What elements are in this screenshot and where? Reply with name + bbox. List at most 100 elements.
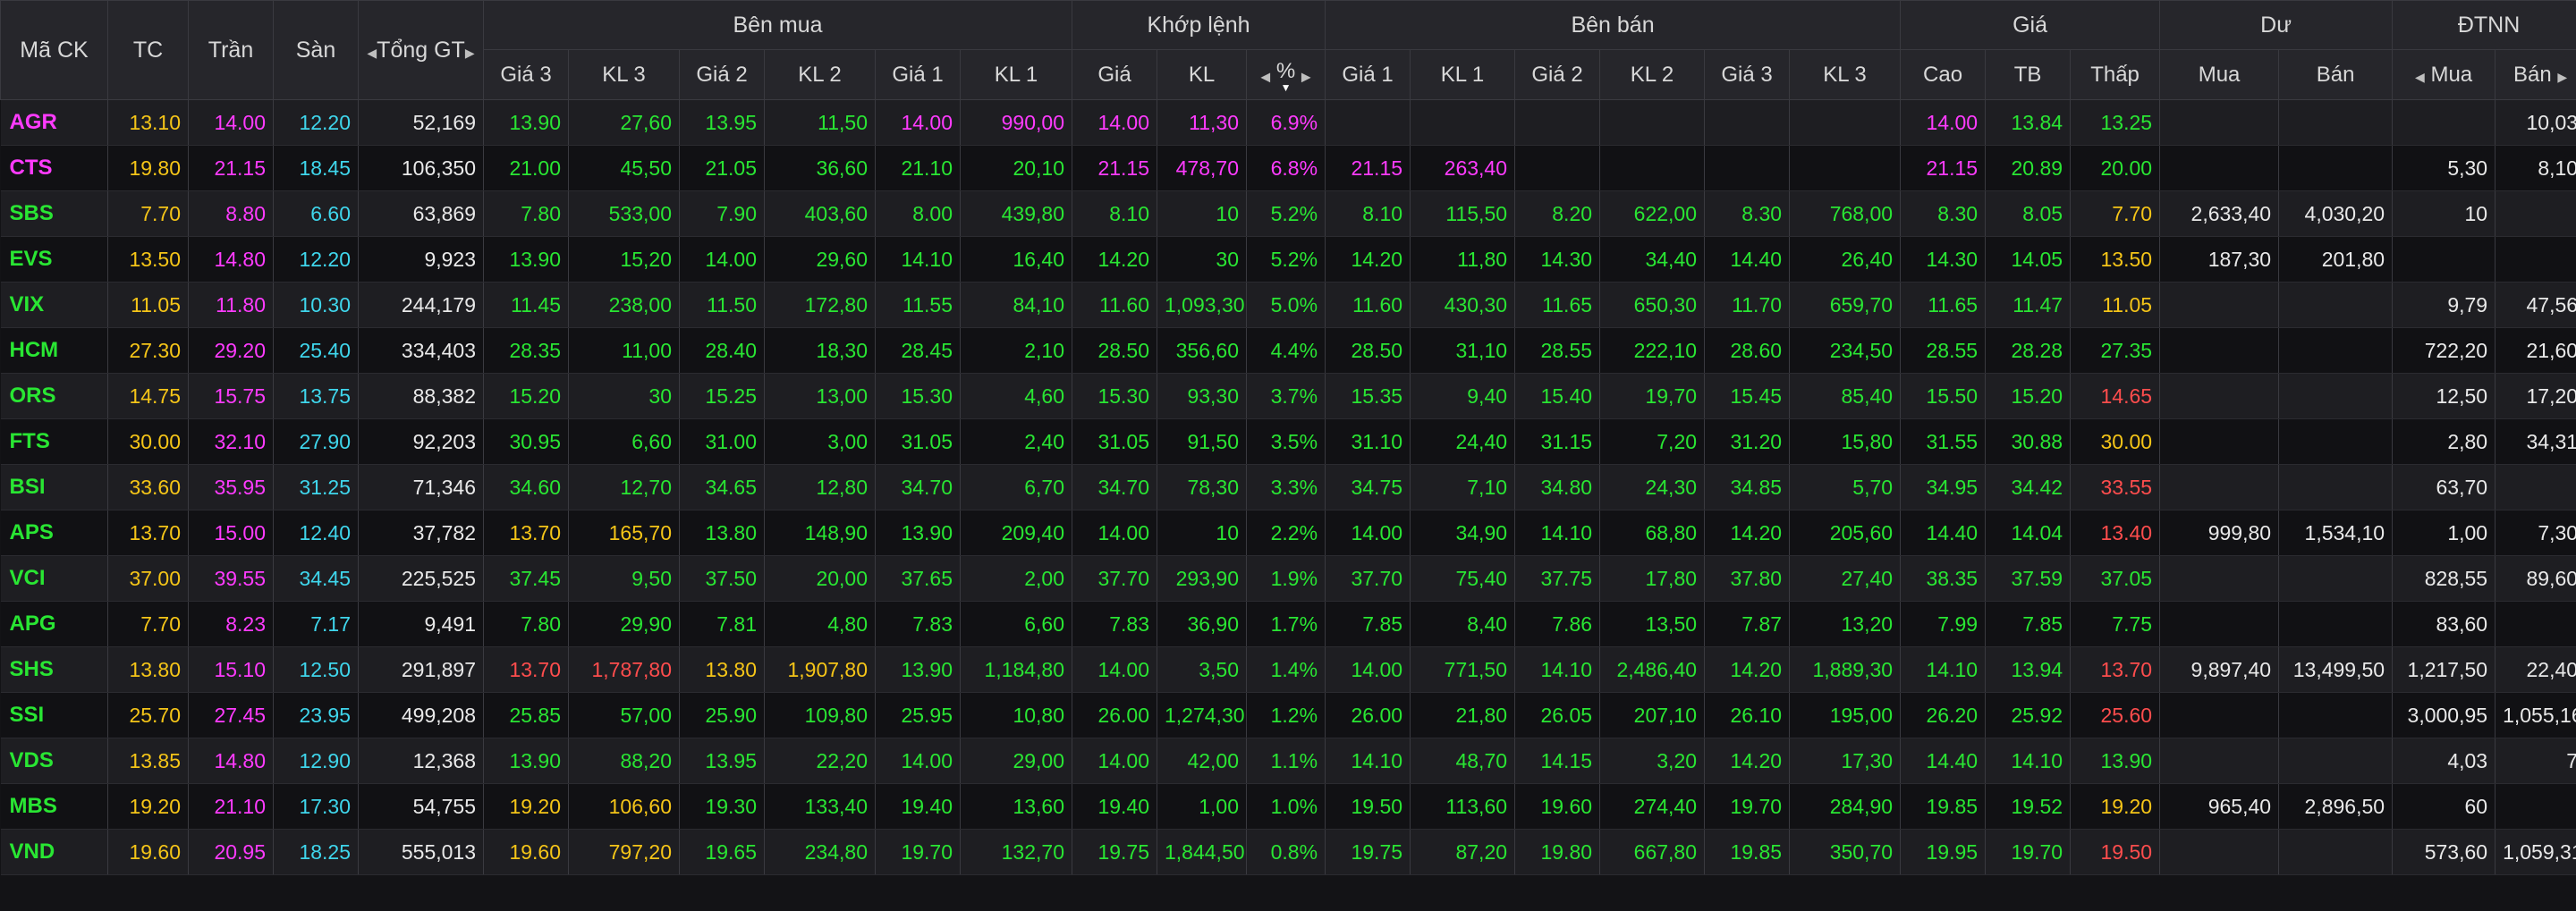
table-row[interactable]: FTS 30.00 32.10 27.90 92,203 30.95 6,60 31.00 3,… <box>0 418 2576 465</box>
scroll-right-icon[interactable]: ▶ <box>2557 69 2568 84</box>
cell-symbol[interactable]: APG <box>0 601 108 647</box>
header-avol2[interactable]: KL 2 <box>1599 49 1706 100</box>
cell-symbol[interactable]: MBS <box>0 783 108 830</box>
cell-total-value: 334,403 <box>358 327 484 374</box>
header-bid1[interactable]: Giá 1 <box>875 49 961 100</box>
table-row[interactable]: APS 13.70 15.00 12.40 37,782 13.70 165,70 13.80… <box>0 510 2576 556</box>
cell-symbol[interactable]: EVS <box>0 236 108 283</box>
header-avol3[interactable]: KL 3 <box>1789 49 1902 100</box>
cell-symbol[interactable]: ORS <box>0 373 108 419</box>
table-row[interactable]: CTS 19.80 21.15 18.45 106,350 21.00 45,50 21.05… <box>0 145 2576 191</box>
table-row[interactable]: HCM 27.30 29.20 25.40 334,403 28.35 11,00 28.40… <box>0 327 2576 374</box>
cell-total-value: 52,169 <box>358 99 484 146</box>
sort-desc-icon[interactable]: ▼ <box>1280 80 1292 94</box>
header-high[interactable]: Cao <box>1900 49 1987 100</box>
cell-bvol3: 88,20 <box>568 738 680 784</box>
header-bid3[interactable]: Giá 3 <box>483 49 569 100</box>
header-foreign-sell[interactable]: Bán ▶ <box>2495 49 2576 100</box>
cell-symbol[interactable]: BSI <box>0 464 108 510</box>
table-row[interactable]: MBS 19.20 21.10 17.30 54,755 19.20 106,60 19.30… <box>0 783 2576 830</box>
header-match-vol[interactable]: KL <box>1157 49 1247 100</box>
cell-bvol1: 1,184,80 <box>960 646 1072 693</box>
scroll-left-icon[interactable]: ◀ <box>1260 68 1271 83</box>
cell-symbol[interactable]: VCI <box>0 555 108 602</box>
header-floor[interactable]: Sàn <box>273 0 359 100</box>
cell-low: 13.70 <box>2070 646 2161 693</box>
cell-symbol[interactable]: SBS <box>0 190 108 237</box>
cell-symbol[interactable]: AGR <box>0 99 108 146</box>
cell-high: 38.35 <box>1900 555 1987 602</box>
header-ceil[interactable]: Trần <box>188 0 274 100</box>
header-low[interactable]: Thấp <box>2070 49 2161 100</box>
cell-match-vol: 1,093,30 <box>1157 282 1247 328</box>
header-foreign-buy[interactable]: ◀ Mua <box>2392 49 2496 100</box>
cell-high: 14.00 <box>1900 99 1987 146</box>
scroll-right-icon[interactable]: ▶ <box>464 45 475 60</box>
cell-floor: 13.75 <box>273 373 359 419</box>
table-row[interactable]: SHS 13.80 15.10 12.50 291,897 13.70 1,787,80 13… <box>0 646 2576 693</box>
table-row[interactable]: SSI 25.70 27.45 23.95 499,208 25.85 57,00 25.90… <box>0 692 2576 738</box>
cell-symbol[interactable]: VDS <box>0 738 108 784</box>
cell-avol2: 274,40 <box>1599 783 1706 830</box>
scroll-left-icon[interactable]: ◀ <box>367 45 377 60</box>
cell-remain-sell <box>2278 555 2394 602</box>
header-remain-sell[interactable]: Bán <box>2278 49 2394 100</box>
table-row[interactable]: BSI 33.60 35.95 31.25 71,346 34.60 12,70 34.65 1… <box>0 464 2576 510</box>
table-row[interactable]: VDS 13.85 14.80 12.90 12,368 13.90 88,20 13.95 2… <box>0 738 2576 784</box>
header-bvol3[interactable]: KL 3 <box>568 49 680 100</box>
cell-ask1: 21.15 <box>1325 145 1411 191</box>
cell-high: 14.40 <box>1900 738 1987 784</box>
table-row[interactable]: VIX 11.05 11.80 10.30 244,179 11.45 238,00 11.5… <box>0 282 2576 328</box>
scroll-right-icon[interactable]: ▶ <box>1301 68 1311 83</box>
cell-bvol1: 990,00 <box>960 99 1072 146</box>
header-bid2[interactable]: Giá 2 <box>679 49 765 100</box>
cell-bvol3: 12,70 <box>568 464 680 510</box>
cell-symbol[interactable]: HCM <box>0 327 108 374</box>
table-row[interactable]: VCI 37.00 39.55 34.45 225,525 37.45 9,50 37.50 2… <box>0 555 2576 602</box>
cell-symbol[interactable]: VIX <box>0 282 108 328</box>
cell-floor: 12.40 <box>273 510 359 556</box>
cell-bvol3: 9,50 <box>568 555 680 602</box>
cell-bid1: 25.95 <box>875 692 961 738</box>
cell-match-price: 31.05 <box>1072 418 1157 465</box>
cell-ref: 19.20 <box>107 783 189 830</box>
cell-symbol[interactable]: CTS <box>0 145 108 191</box>
table-row[interactable]: AGR 13.10 14.00 12.20 52,169 13.90 27,60 13.95 1… <box>0 99 2576 146</box>
header-bvol2[interactable]: KL 2 <box>764 49 876 100</box>
cell-bid1: 8.00 <box>875 190 961 237</box>
table-row[interactable]: SBS 7.70 8.80 6.60 63,869 7.80 533,00 7.90 403,6… <box>0 190 2576 237</box>
cell-bvol2: 29,60 <box>764 236 876 283</box>
cell-avol1: 48,70 <box>1410 738 1516 784</box>
cell-bid1: 14.00 <box>875 738 961 784</box>
cell-bvol1: 6,70 <box>960 464 1072 510</box>
header-total-value[interactable]: ◀Tổng GT▶ <box>358 0 484 100</box>
cell-symbol[interactable]: SHS <box>0 646 108 693</box>
cell-foreign-buy <box>2392 236 2496 283</box>
header-ask1[interactable]: Giá 1 <box>1325 49 1411 100</box>
header-match-price[interactable]: Giá <box>1072 49 1157 100</box>
header-match-pct[interactable]: ◀ % ▼ ▶ <box>1245 49 1326 100</box>
header-bvol1[interactable]: KL 1 <box>960 49 1072 100</box>
cell-bid3: 13.90 <box>483 236 569 283</box>
cell-bid2: 25.90 <box>679 692 765 738</box>
cell-avol1: 113,60 <box>1410 783 1516 830</box>
header-symbol[interactable]: Mã CK <box>0 0 108 100</box>
cell-match-vol: 36,90 <box>1157 601 1247 647</box>
header-ref[interactable]: TC <box>107 0 189 100</box>
cell-low: 13.50 <box>2070 236 2161 283</box>
table-row[interactable]: APG 7.70 8.23 7.17 9,491 7.80 29,90 7.81 4,80 7.8… <box>0 601 2576 647</box>
table-row[interactable]: EVS 13.50 14.80 12.20 9,923 13.90 15,20 14.00 29… <box>0 236 2576 283</box>
table-row[interactable]: ORS 14.75 15.75 13.75 88,382 15.20 30 15.25 13,0… <box>0 373 2576 419</box>
cell-symbol[interactable]: SSI <box>0 692 108 738</box>
table-row[interactable]: VND 19.60 20.95 18.25 555,013 19.60 797,20 19.6… <box>0 829 2576 875</box>
header-ask2[interactable]: Giá 2 <box>1514 49 1601 100</box>
header-remain-buy[interactable]: Mua <box>2159 49 2280 100</box>
header-avg[interactable]: TB <box>1985 49 2072 100</box>
cell-symbol[interactable]: APS <box>0 510 108 556</box>
cell-symbol[interactable]: FTS <box>0 418 108 465</box>
header-ask3[interactable]: Giá 3 <box>1704 49 1791 100</box>
header-avol1[interactable]: KL 1 <box>1410 49 1516 100</box>
cell-symbol[interactable]: VND <box>0 829 108 875</box>
cell-low: 11.05 <box>2070 282 2161 328</box>
scroll-left-icon[interactable]: ◀ <box>2415 69 2425 84</box>
